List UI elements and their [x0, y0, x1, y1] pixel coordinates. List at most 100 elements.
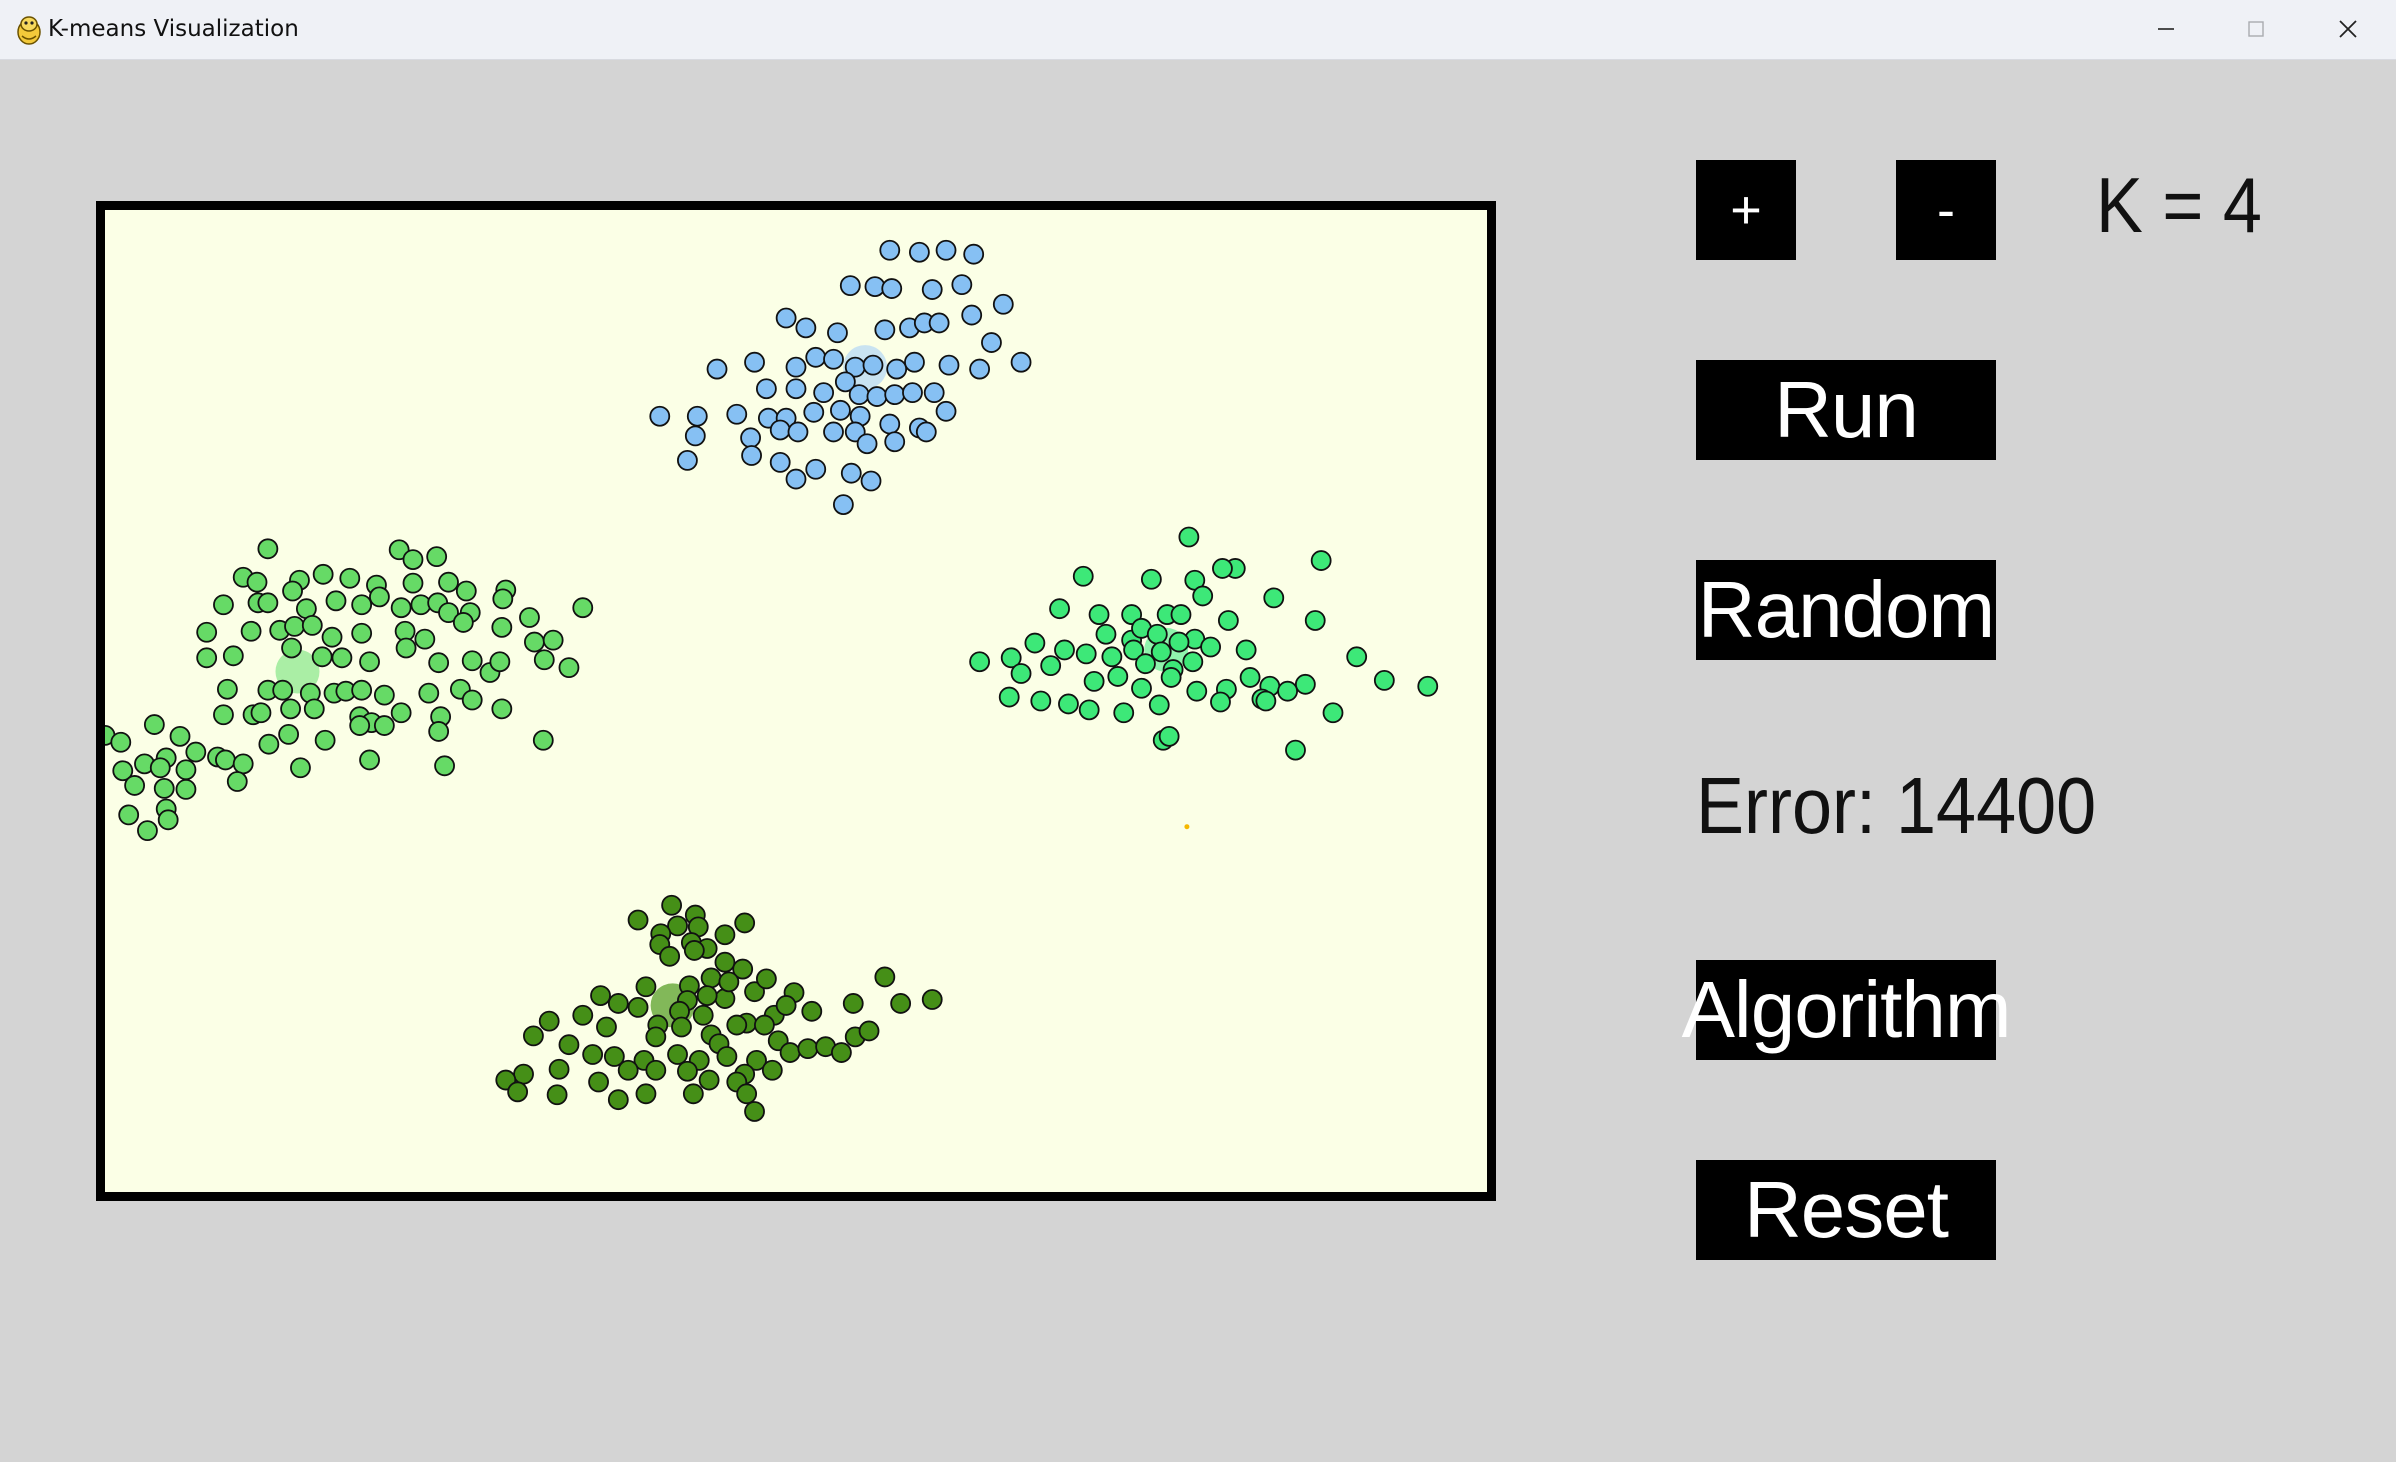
cluster-2-point [339, 567, 361, 589]
cluster-4-point [700, 967, 722, 989]
maximize-icon [2248, 21, 2264, 37]
cluster-4-point [746, 1050, 767, 1071]
cluster-2-point [257, 592, 279, 614]
cluster-3-point [1304, 610, 1326, 631]
cluster-2-point [438, 571, 459, 593]
cluster-3-point [1078, 699, 1100, 721]
cluster-4-point [755, 968, 777, 990]
cluster-1-point [902, 382, 923, 404]
cluster-4-point [696, 985, 718, 1006]
cluster-3-point [1158, 725, 1180, 747]
cluster-2-point [489, 651, 511, 673]
cluster-1-point [785, 378, 807, 400]
pygame-snake-icon [17, 16, 41, 45]
cluster-3-point [1131, 677, 1152, 699]
cluster-2-point [390, 702, 412, 724]
close-button[interactable] [2302, 0, 2394, 58]
decrease-k-button[interactable]: - [1896, 160, 1996, 260]
maximize-button[interactable] [2210, 0, 2302, 58]
cluster-3-point [1000, 647, 1022, 669]
cluster-2-point [250, 702, 272, 724]
cluster-2-point [226, 771, 248, 792]
cluster-3-point [1170, 604, 1192, 625]
cluster-2-point [185, 741, 207, 763]
cluster-3-point [1140, 568, 1162, 590]
cluster-2-point [217, 678, 238, 700]
cluster-4-point [831, 1042, 852, 1063]
cluster-2-point [257, 538, 279, 560]
cluster-1-point [706, 358, 728, 380]
cluster-3-point [1075, 643, 1097, 665]
cluster-1-point [1010, 351, 1032, 373]
scatter-canvas[interactable] [96, 201, 1496, 1201]
cluster-1-point [755, 378, 777, 400]
cluster-4-point [538, 1010, 560, 1032]
cluster-4-point [667, 915, 688, 937]
cluster-4-point [582, 1044, 604, 1065]
cluster-1-point [684, 425, 706, 447]
cluster-3-point [1182, 651, 1204, 673]
cluster-3-point [1200, 636, 1221, 658]
reset-button[interactable]: Reset [1696, 1160, 1996, 1260]
algorithm-button[interactable]: Algorithm [1682, 960, 2011, 1060]
cluster-1-point [785, 356, 807, 378]
cluster-1-point [866, 386, 888, 407]
title-bar: K-means Visualization [0, 0, 2396, 60]
cluster-3-point [1186, 680, 1208, 702]
cluster-4-point [858, 1020, 880, 1042]
cluster-3-point [1107, 666, 1129, 687]
cluster-4-point [661, 894, 683, 916]
cluster-2-point [232, 753, 254, 775]
cluster-4-point [682, 1083, 704, 1105]
cluster-2-point [284, 615, 305, 637]
cluster-3-point [1083, 670, 1105, 692]
cluster-2-point [524, 631, 545, 653]
cluster-4-point [761, 1059, 783, 1081]
cluster-1-point [881, 278, 903, 299]
cluster-3-point [1123, 639, 1145, 661]
cluster-1-point [823, 421, 844, 443]
random-button[interactable]: Random [1696, 560, 1996, 660]
cluster-1-point [834, 371, 856, 393]
cluster-1-point [840, 462, 862, 484]
increase-k-button[interactable]: + [1696, 160, 1796, 260]
cluster-1-point [839, 275, 861, 297]
cluster-4-point [754, 1014, 775, 1036]
cluster-2-point [137, 820, 158, 842]
cluster-3-point [1417, 675, 1439, 697]
cluster-1-point [775, 307, 797, 329]
cluster-2-point [491, 616, 513, 638]
cluster-2-point [280, 698, 301, 720]
cluster-1-point [874, 319, 896, 341]
cluster-3-point [1346, 646, 1368, 668]
cluster-3-point [1235, 639, 1257, 661]
cluster-3-point [1150, 641, 1172, 663]
minimize-button[interactable] [2120, 0, 2212, 58]
cluster-3-point [1088, 604, 1110, 625]
cluster-2-point [373, 715, 395, 736]
cluster-1-point [823, 348, 844, 370]
cluster-2-point [533, 649, 555, 671]
cluster-1-point [884, 431, 906, 453]
cluster-2-point [143, 714, 165, 735]
cluster-1-point [827, 322, 848, 344]
cluster-2-point [153, 777, 175, 799]
cluster-3-point [1072, 565, 1094, 587]
run-button[interactable]: Run [1696, 360, 1996, 460]
cluster-4-point [718, 971, 740, 993]
cluster-2-point [124, 775, 146, 796]
cluster-4-point [635, 1083, 657, 1105]
cluster-4-point [523, 1025, 544, 1047]
cluster-1-point [879, 413, 901, 435]
cluster-3-point [1263, 587, 1285, 609]
cluster-4-point [732, 958, 754, 980]
cluster-2-point [452, 612, 474, 633]
cluster-2-point [213, 704, 234, 726]
cluster-4-point [716, 1046, 738, 1067]
window-title: K-means Visualization [48, 16, 299, 42]
cluster-1-point [963, 243, 985, 265]
cluster-1-point [649, 405, 671, 427]
cluster-4-point [588, 1071, 609, 1093]
cluster-1-point [805, 458, 827, 480]
cluster-4-point [921, 989, 943, 1010]
